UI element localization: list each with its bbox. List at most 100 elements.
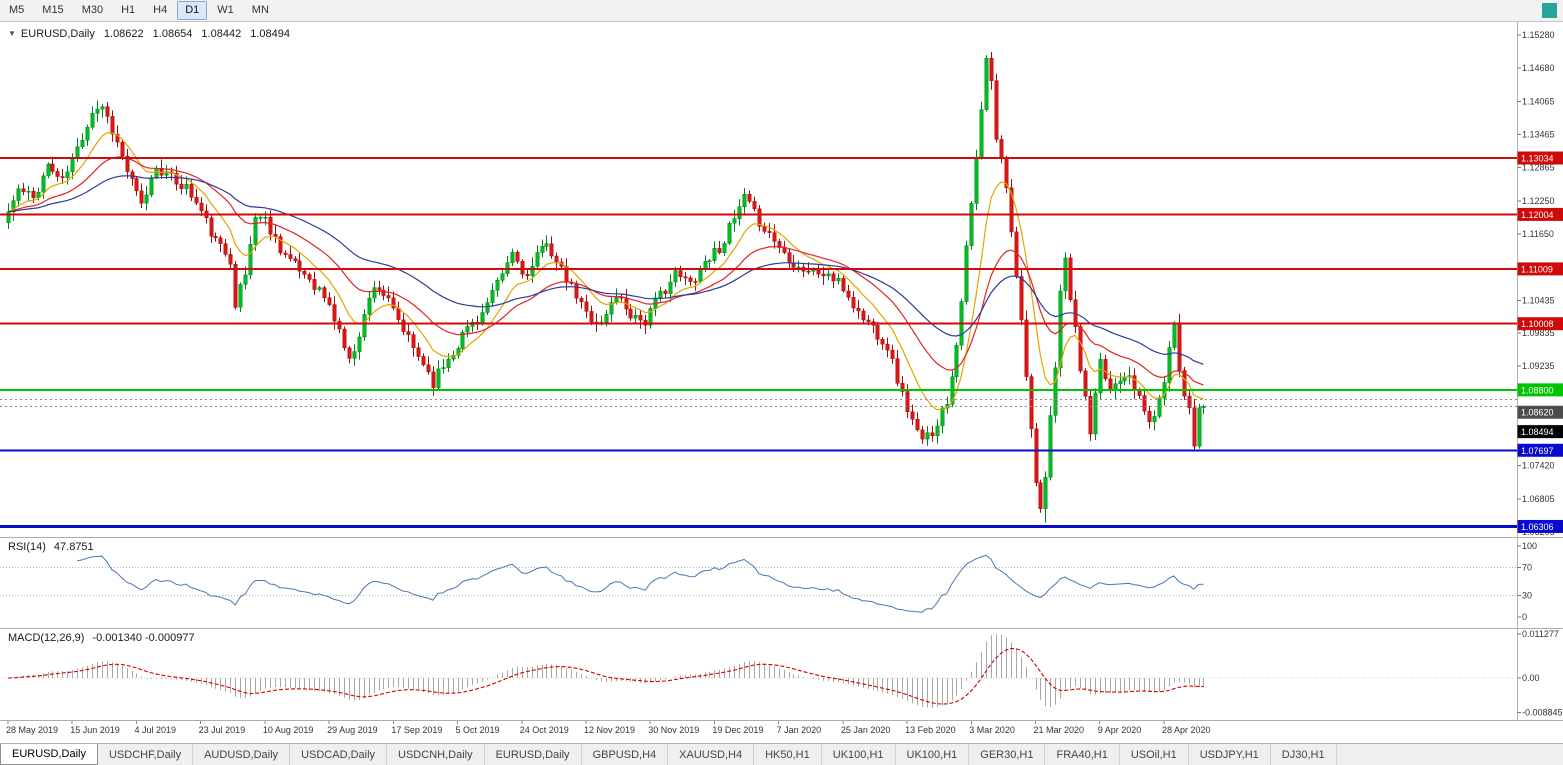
symbol-label: EURUSD,Daily: [20, 28, 95, 40]
svg-text:1.12004: 1.12004: [1521, 210, 1554, 220]
corner-indicator: [1542, 3, 1557, 18]
svg-text:12 Nov 2019: 12 Nov 2019: [584, 725, 635, 735]
chart-canvas[interactable]: 1.15280 1.14680 1.14065 1.13465 1.12865 1.122…: [0, 22, 1563, 743]
timeframe-toolbar: M5 M15 M30 H1 H4 D1 W1 MN: [0, 0, 1563, 22]
macd-histogram: [13, 634, 1204, 708]
svg-text:1.12865: 1.12865: [1522, 162, 1555, 172]
svg-text:4 Jul 2019: 4 Jul 2019: [134, 725, 176, 735]
timeframe-w1-button[interactable]: W1: [217, 4, 234, 16]
svg-text:1.08494: 1.08494: [1521, 427, 1554, 437]
ohlc-header: ▼ EURUSD,Daily 1.08622 1.08654 1.08442 1.0849…: [8, 28, 290, 40]
date-axis: 28 May 2019 15 Jun 2019 4 Jul 2019 23 Jul 2…: [6, 720, 1211, 735]
svg-text:0.00: 0.00: [1522, 673, 1540, 683]
chart-tab-usdcnh-daily[interactable]: USDCNH,Daily: [387, 744, 485, 765]
chart-tab-hk50-h1[interactable]: HK50,H1: [754, 744, 822, 765]
timeframe-m30-button[interactable]: M30: [81, 4, 104, 16]
low-value: 1.08442: [201, 28, 242, 40]
svg-text:5 Oct 2019: 5 Oct 2019: [456, 725, 500, 735]
svg-text:1.10008: 1.10008: [1521, 319, 1554, 329]
level-lines-layer: 1.13034 1.12004 1.11009 1.10008 1.08800 1.086…: [0, 151, 1563, 533]
macd-signal-line: [7, 647, 1204, 705]
svg-text:23 Jul 2019: 23 Jul 2019: [199, 725, 246, 735]
svg-text:1.07697: 1.07697: [1521, 446, 1554, 456]
chart-tab-uk100-h1[interactable]: UK100,H1: [822, 744, 896, 765]
ma-25-line: [7, 156, 1204, 386]
rsi-header: RSI(14) 47.8751: [8, 541, 94, 553]
rsi-label: RSI(14): [8, 541, 46, 553]
chart-tab-usdjpy-h1[interactable]: USDJPY,H1: [1189, 744, 1271, 765]
chart-tab-uk100-h1[interactable]: UK100,H1: [896, 744, 970, 765]
svg-text:1.14065: 1.14065: [1522, 97, 1555, 107]
svg-text:1.11650: 1.11650: [1522, 229, 1554, 239]
chart-tab-eurusd-daily[interactable]: EURUSD,Daily: [485, 744, 582, 765]
svg-text:100: 100: [1522, 541, 1537, 551]
chart-tab-dj30-h1[interactable]: DJ30,H1: [1271, 744, 1337, 765]
svg-text:1.13465: 1.13465: [1522, 129, 1555, 139]
macd-label: MACD(12,26,9): [8, 632, 85, 644]
chart-tab-usdcad-daily[interactable]: USDCAD,Daily: [290, 744, 388, 765]
svg-text:24 Oct 2019: 24 Oct 2019: [520, 725, 569, 735]
chart-tab-audusd-daily[interactable]: AUDUSD,Daily: [193, 744, 291, 765]
chart-tab-gbpusd-h4[interactable]: GBPUSD,H4: [582, 744, 669, 765]
rsi-value: 47.8751: [53, 541, 94, 553]
svg-text:1.06805: 1.06805: [1522, 494, 1555, 504]
chart-window: 1.15280 1.14680 1.14065 1.13465 1.12865 1.122…: [0, 22, 1563, 743]
macd-panel: 0.011277 0.00 -0.008845: [0, 629, 1563, 718]
timeframe-h1-button[interactable]: H1: [121, 4, 136, 16]
svg-text:28 Apr 2020: 28 Apr 2020: [1162, 725, 1211, 735]
svg-text:7 Jan 2020: 7 Jan 2020: [777, 725, 822, 735]
svg-text:19 Dec 2019: 19 Dec 2019: [712, 725, 763, 735]
chart-tab-fra40-h1[interactable]: FRA40,H1: [1045, 744, 1120, 765]
svg-text:15 Jun 2019: 15 Jun 2019: [70, 725, 120, 735]
ma-10-line: [7, 132, 1204, 411]
svg-text:1.14680: 1.14680: [1522, 63, 1555, 73]
svg-text:1.09835: 1.09835: [1522, 328, 1555, 338]
macd-header: MACD(12,26,9) -0.001340 -0.000977: [8, 632, 195, 644]
svg-text:1.08620: 1.08620: [1521, 408, 1554, 418]
svg-text:1.15280: 1.15280: [1522, 30, 1555, 40]
rsi-panel: 100 70 30 0: [0, 541, 1537, 622]
symbol-tabs-bar: EURUSD,Daily USDCHF,Daily AUDUSD,Daily USDC…: [0, 743, 1563, 765]
timeframe-m15-button[interactable]: M15: [42, 4, 64, 16]
chart-tab-xauusd-h4[interactable]: XAUUSD,H4: [668, 744, 755, 765]
chart-tab-usoil-h1[interactable]: USOil,H1: [1120, 744, 1189, 765]
svg-text:1.07420: 1.07420: [1522, 460, 1555, 470]
svg-text:1.13034: 1.13034: [1521, 154, 1554, 164]
open-value: 1.08622: [103, 28, 144, 40]
svg-text:13 Feb 2020: 13 Feb 2020: [905, 725, 956, 735]
rsi-line: [77, 554, 1204, 613]
svg-text:1.09235: 1.09235: [1522, 361, 1555, 371]
svg-text:17 Sep 2019: 17 Sep 2019: [391, 725, 442, 735]
svg-text:9 Apr 2020: 9 Apr 2020: [1098, 725, 1142, 735]
svg-text:1.10435: 1.10435: [1522, 295, 1555, 305]
svg-text:10 Aug 2019: 10 Aug 2019: [263, 725, 314, 735]
svg-text:0.011277: 0.011277: [1522, 629, 1559, 639]
svg-text:0: 0: [1522, 612, 1527, 622]
timeframe-m5-button[interactable]: M5: [9, 4, 25, 16]
svg-text:29 Aug 2019: 29 Aug 2019: [327, 725, 378, 735]
svg-text:30 Nov 2019: 30 Nov 2019: [648, 725, 699, 735]
candles-layer: [6, 52, 1206, 523]
moving-averages-layer: [7, 132, 1204, 411]
chart-tab-ger30-h1[interactable]: GER30,H1: [969, 744, 1046, 765]
svg-text:1.08800: 1.08800: [1521, 385, 1554, 395]
timeframe-mn-button[interactable]: MN: [251, 4, 269, 16]
chart-tab-usdchf-daily[interactable]: USDCHF,Daily: [98, 744, 194, 765]
ma-50-line: [7, 175, 1204, 365]
svg-text:1.06306: 1.06306: [1521, 522, 1554, 532]
svg-text:1.11009: 1.11009: [1521, 264, 1553, 274]
collapse-icon[interactable]: ▼: [8, 29, 16, 38]
timeframe-h4-button[interactable]: H4: [153, 4, 168, 16]
timeframe-d1-button[interactable]: D1: [177, 1, 208, 20]
svg-text:-0.008845: -0.008845: [1522, 708, 1563, 718]
macd-values: -0.001340 -0.000977: [92, 632, 195, 644]
chart-tab-eurusd-daily[interactable]: EURUSD,Daily: [0, 744, 98, 765]
svg-text:30: 30: [1522, 591, 1532, 601]
svg-text:28 May 2019: 28 May 2019: [6, 725, 58, 735]
close-value: 1.08494: [250, 28, 290, 40]
svg-text:70: 70: [1522, 562, 1532, 572]
high-value: 1.08654: [152, 28, 193, 40]
svg-text:1.12250: 1.12250: [1522, 196, 1555, 206]
svg-text:21 Mar 2020: 21 Mar 2020: [1034, 725, 1085, 735]
svg-text:25 Jan 2020: 25 Jan 2020: [841, 725, 891, 735]
